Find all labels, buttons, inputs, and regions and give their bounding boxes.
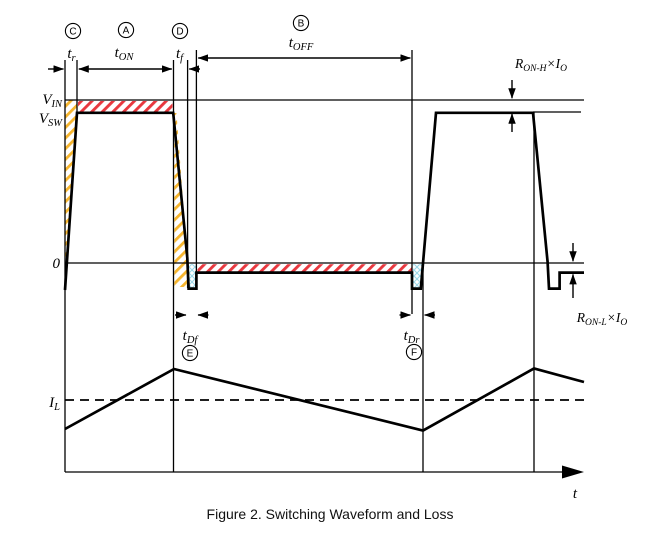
- il-label: IL: [48, 395, 60, 413]
- low-side-conduction-loss-region: [197, 264, 412, 272]
- reference-lines: [64, 50, 584, 479]
- vin-label: VIN: [42, 92, 63, 110]
- ron-h-label: RON-H×IO: [514, 56, 567, 74]
- region-marker-b-letter: B: [298, 19, 305, 30]
- switch-node-voltage-waveform: [63, 111, 584, 291]
- loss-regions: [65, 100, 422, 288]
- region-marker-c-letter: C: [69, 27, 76, 38]
- region-marker-d-letter: D: [176, 27, 183, 38]
- region-marker-c-circle: [64, 22, 82, 40]
- inductor-current-waveform: [64, 367, 585, 432]
- region-marker-d: D: [171, 22, 189, 40]
- text-labels: tr tON tf tOFF tDf tDr VIN VSW 0 IL t RO…: [39, 35, 627, 522]
- region-marker-e-letter: E: [187, 349, 194, 360]
- toff-label: tOFF: [289, 35, 314, 53]
- tdf-label: tDf: [183, 328, 200, 346]
- dimension-arrows: [48, 54, 577, 319]
- figure-caption: Figure 2. Switching Waveform and Loss: [207, 506, 454, 522]
- region-markers: C A D B E F: [64, 14, 423, 362]
- region-marker-f-circle: [405, 343, 423, 361]
- time-axis-label: t: [573, 486, 578, 502]
- region-marker-b: B: [292, 14, 310, 32]
- region-marker-a-circle: [117, 21, 135, 39]
- region-marker-f-letter: F: [411, 348, 417, 359]
- ton-label: tON: [115, 45, 135, 63]
- time-axis-arrowhead: [562, 465, 584, 479]
- zero-label: 0: [53, 256, 61, 272]
- region-marker-d-circle: [171, 22, 189, 40]
- region-marker-c: C: [64, 22, 82, 40]
- region-marker-e: E: [181, 344, 199, 362]
- region-marker-b-circle: [292, 14, 310, 32]
- region-marker-a: A: [117, 21, 135, 39]
- region-marker-f: F: [405, 343, 423, 361]
- ron-l-label: RON-L×IO: [576, 310, 628, 328]
- tdr-label: tDr: [404, 328, 421, 346]
- tf-label: tf: [176, 46, 185, 64]
- vsw-label: VSW: [39, 111, 63, 129]
- dead-time-fall-loss-region: [188, 264, 197, 288]
- region-marker-e-circle: [181, 344, 199, 362]
- region-marker-a-letter: A: [123, 26, 130, 37]
- tr-label: tr: [67, 46, 76, 64]
- high-side-conduction-loss-region: [78, 101, 173, 112]
- waveforms: [63, 111, 585, 432]
- dead-time-rise-loss-region: [413, 264, 422, 288]
